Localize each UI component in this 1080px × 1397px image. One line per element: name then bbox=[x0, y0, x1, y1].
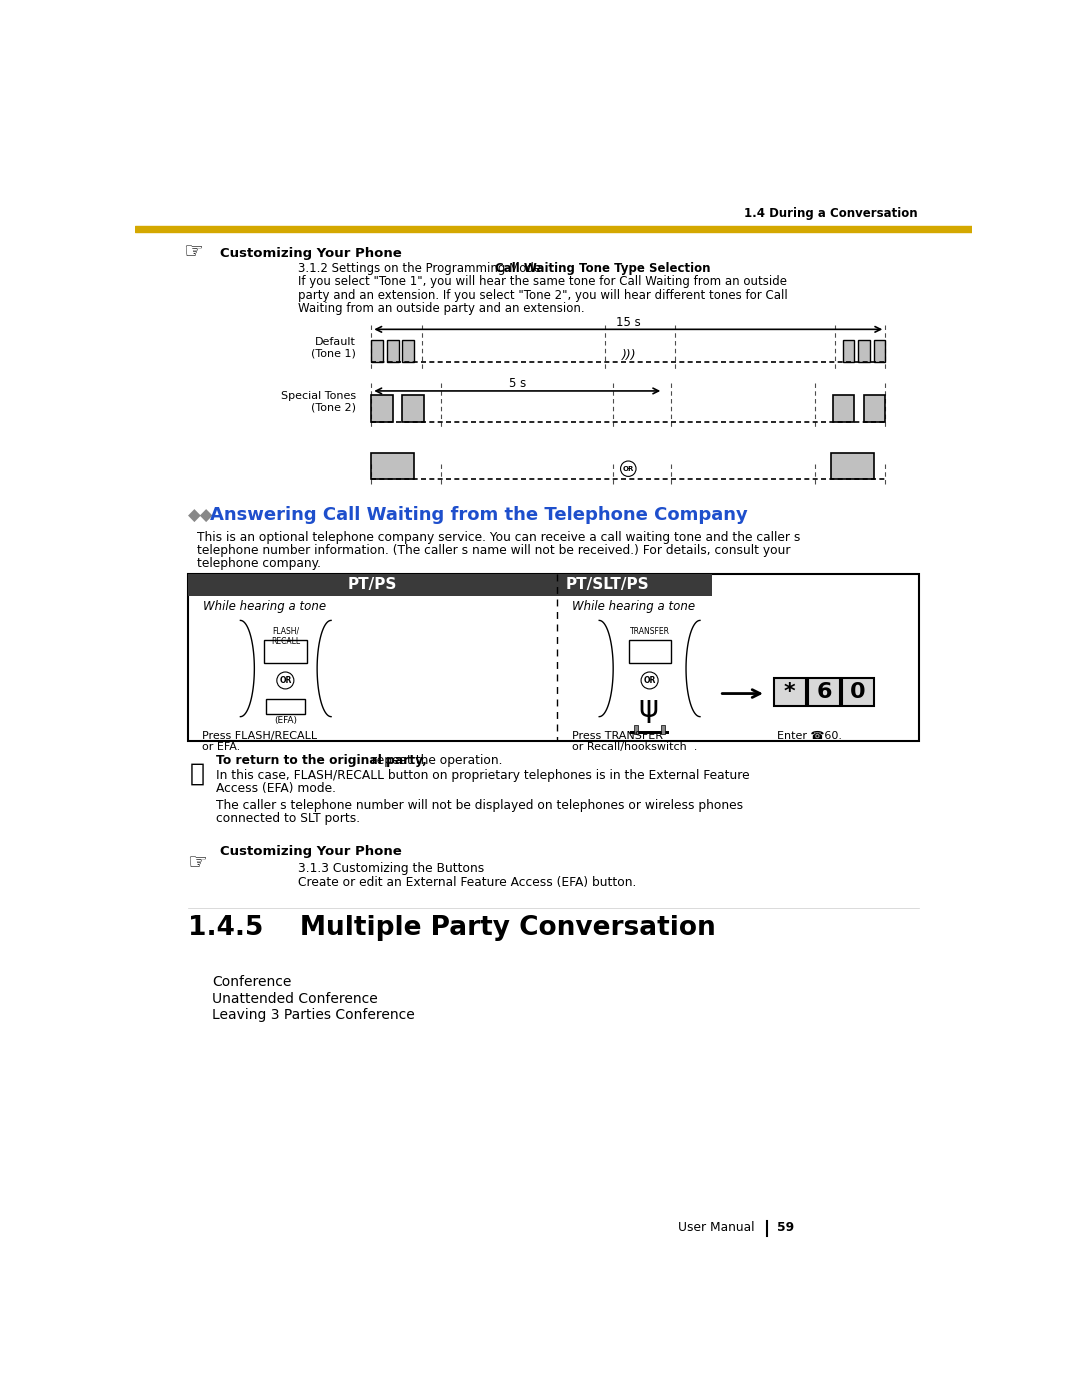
Text: Default: Default bbox=[315, 337, 356, 346]
Text: (Tone 2): (Tone 2) bbox=[311, 402, 356, 412]
Text: TRANSFER: TRANSFER bbox=[630, 627, 670, 636]
Text: 3.1.2 Settings on the Programming Mode: 3.1.2 Settings on the Programming Mode bbox=[298, 261, 552, 275]
Bar bbox=[874, 339, 886, 362]
Text: In this case, FLASH/RECALL button on proprietary telephones is in the External F: In this case, FLASH/RECALL button on pro… bbox=[216, 768, 750, 782]
Text: Unattended Conference: Unattended Conference bbox=[213, 992, 378, 1006]
Bar bbox=[188, 574, 556, 595]
Circle shape bbox=[621, 461, 636, 476]
Bar bbox=[631, 731, 669, 735]
Text: 1.4.5    Multiple Party Conversation: 1.4.5 Multiple Party Conversation bbox=[188, 915, 715, 940]
Text: To return to the original party,: To return to the original party, bbox=[216, 754, 428, 767]
Text: telephone company.: telephone company. bbox=[197, 557, 321, 570]
Bar bbox=[135, 226, 972, 232]
Text: Create or edit an External Feature Access (EFA) button.: Create or edit an External Feature Acces… bbox=[298, 876, 636, 888]
Text: 59: 59 bbox=[777, 1221, 794, 1234]
Bar bbox=[864, 395, 886, 422]
Bar bbox=[634, 725, 638, 735]
Text: Enter ☎60.: Enter ☎60. bbox=[778, 731, 842, 740]
Text: Answering Call Waiting from the Telephone Company: Answering Call Waiting from the Telephon… bbox=[211, 507, 748, 524]
Text: Access (EFA) mode.: Access (EFA) mode. bbox=[216, 782, 336, 795]
Text: 5 s: 5 s bbox=[509, 377, 526, 390]
Text: 6: 6 bbox=[816, 682, 832, 703]
Text: OR: OR bbox=[622, 465, 634, 472]
Text: Customizing Your Phone: Customizing Your Phone bbox=[220, 845, 402, 858]
Bar bbox=[841, 678, 875, 705]
Text: While hearing a tone: While hearing a tone bbox=[572, 601, 696, 613]
Text: Leaving 3 Parties Conference: Leaving 3 Parties Conference bbox=[213, 1009, 415, 1023]
Text: PT/SLT/PS: PT/SLT/PS bbox=[566, 577, 649, 592]
Text: telephone number information. (The caller s name will not be received.) For deta: telephone number information. (The calle… bbox=[197, 545, 791, 557]
Bar bbox=[372, 453, 414, 479]
Text: ◆◆: ◆◆ bbox=[188, 507, 213, 524]
Text: PT/PS: PT/PS bbox=[348, 577, 396, 592]
Text: Conference: Conference bbox=[213, 975, 292, 989]
Text: Call Waiting Tone Type Selection: Call Waiting Tone Type Selection bbox=[496, 261, 711, 275]
Text: 0: 0 bbox=[850, 682, 866, 703]
Text: Waiting from an outside party and an extension.: Waiting from an outside party and an ext… bbox=[298, 302, 584, 314]
Text: ☞: ☞ bbox=[184, 242, 203, 263]
Bar bbox=[556, 574, 712, 595]
Text: OR: OR bbox=[279, 676, 292, 685]
Text: (Tone 1): (Tone 1) bbox=[311, 349, 356, 359]
Text: ))): ))) bbox=[622, 349, 637, 362]
Text: party and an extension. If you select "Tone 2", you will hear different tones fo: party and an extension. If you select "T… bbox=[298, 289, 787, 302]
Text: While hearing a tone: While hearing a tone bbox=[203, 601, 326, 613]
Text: The caller s telephone number will not be displayed on telephones or wireless ph: The caller s telephone number will not b… bbox=[216, 799, 743, 812]
Text: 1.4 During a Conversation: 1.4 During a Conversation bbox=[744, 207, 918, 221]
Circle shape bbox=[642, 672, 658, 689]
Text: connected to SLT ports.: connected to SLT ports. bbox=[216, 812, 361, 826]
Text: This is an optional telephone company service. You can receive a call waiting to: This is an optional telephone company se… bbox=[197, 531, 800, 543]
Text: If you select "Tone 1", you will hear the same tone for Call Waiting from an out: If you select "Tone 1", you will hear th… bbox=[298, 275, 786, 288]
Text: repeat the operation.: repeat the operation. bbox=[367, 754, 502, 767]
Circle shape bbox=[276, 672, 294, 689]
Text: or Recall/hookswitch  .: or Recall/hookswitch . bbox=[572, 742, 698, 752]
Bar bbox=[833, 395, 854, 422]
Text: Customizing Your Phone: Customizing Your Phone bbox=[220, 247, 402, 260]
Bar bbox=[831, 453, 874, 479]
Bar bbox=[372, 339, 383, 362]
Bar bbox=[387, 339, 399, 362]
Bar bbox=[266, 698, 305, 714]
Text: (EFA): (EFA) bbox=[274, 715, 297, 725]
Text: 🗒: 🗒 bbox=[189, 763, 204, 787]
Text: OR: OR bbox=[644, 676, 656, 685]
Bar bbox=[842, 339, 854, 362]
Text: Press FLASH/RECALL: Press FLASH/RECALL bbox=[202, 731, 316, 740]
Text: ☞: ☞ bbox=[187, 854, 207, 873]
Bar bbox=[661, 725, 665, 735]
Bar bbox=[859, 339, 869, 362]
Bar bbox=[808, 678, 840, 705]
Text: or EFA.: or EFA. bbox=[202, 742, 240, 752]
Bar bbox=[629, 640, 672, 662]
Bar bbox=[773, 678, 806, 705]
Text: ψ: ψ bbox=[638, 693, 658, 722]
Text: 15 s: 15 s bbox=[616, 316, 640, 328]
Bar bbox=[403, 339, 414, 362]
Text: Press TRANSFER: Press TRANSFER bbox=[572, 731, 663, 740]
Text: 3.1.3 Customizing the Buttons: 3.1.3 Customizing the Buttons bbox=[298, 862, 484, 875]
Text: FLASH/
RECALL: FLASH/ RECALL bbox=[271, 627, 300, 645]
Text: Special Tones: Special Tones bbox=[281, 391, 356, 401]
Bar bbox=[403, 395, 424, 422]
Bar bbox=[188, 574, 919, 742]
Text: *: * bbox=[784, 682, 796, 703]
Bar bbox=[372, 395, 393, 422]
Bar bbox=[265, 640, 307, 662]
Text: User Manual: User Manual bbox=[678, 1221, 755, 1234]
